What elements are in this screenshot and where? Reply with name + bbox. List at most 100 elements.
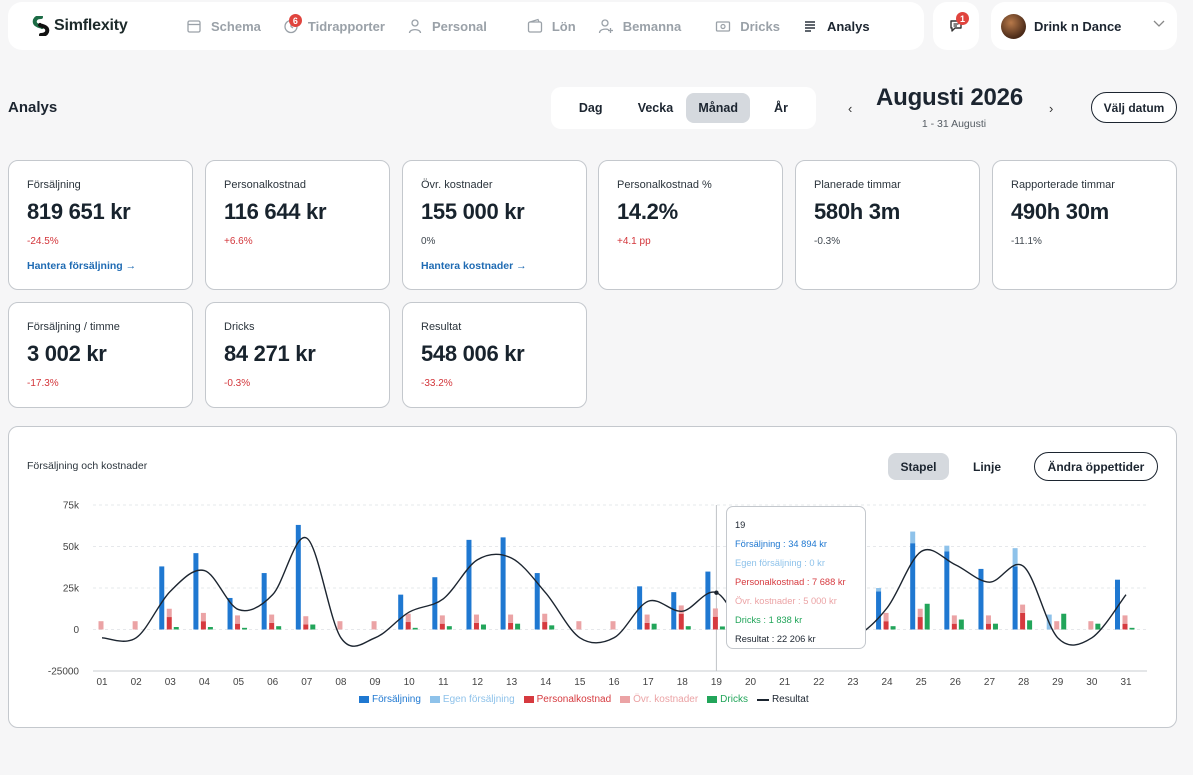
bar-ovr-kostnader (1054, 621, 1060, 630)
x-tick-label: 10 (404, 677, 416, 688)
legend-item[interactable]: Försäljning (359, 694, 421, 705)
kpi-delta: -0.3% (814, 236, 841, 247)
bar-dricks (446, 626, 452, 630)
bar-personalkostnad (269, 622, 275, 630)
nav-item-lön[interactable]: Lön (527, 2, 576, 50)
bar-dricks (480, 624, 486, 630)
chart-plot[interactable]: 75k 50k 25k 0 -25000 01 02 03 04 05 06 07 08 09 10 11 12… (9, 427, 1178, 729)
legend-swatch (756, 698, 769, 701)
x-tick-label: 03 (165, 677, 177, 688)
x-tick-label: 23 (847, 677, 859, 688)
kpi-value: 14.2% (617, 199, 678, 224)
bar-personalkostnad (712, 616, 718, 630)
bar-dricks (1095, 623, 1101, 630)
x-tick-label: 26 (950, 677, 962, 688)
bar-personalkostnad (883, 621, 889, 630)
bar-dricks (1061, 613, 1067, 630)
venue-name: Drink n Dance (1034, 18, 1122, 34)
x-tick-label: 19 (711, 677, 723, 688)
nav-item-bemanna[interactable]: Bemanna (598, 2, 681, 50)
cash-icon (715, 18, 731, 34)
bar-dricks (924, 603, 930, 630)
bar-dricks (651, 623, 657, 630)
period-tab-år[interactable]: År (774, 101, 788, 115)
kpi-delta: -33.2% (421, 378, 453, 389)
bar-ovr-kostnader (132, 621, 138, 630)
bar-ovr-kostnader (269, 614, 275, 623)
bar-dricks (310, 624, 316, 630)
bar-forsaljning (705, 571, 711, 630)
bar-ovr-kostnader (337, 621, 343, 630)
bar-forsaljning (159, 566, 165, 630)
nav-item-tidrapporter[interactable]: 6 Tidrapporter (283, 2, 385, 50)
nav-item-dricks[interactable]: Dricks (715, 2, 780, 50)
nav-item-analys[interactable]: Analys (802, 2, 870, 50)
x-tick-label: 29 (1052, 677, 1064, 688)
bar-ovr-kostnader (712, 608, 718, 617)
bar-ovr-kostnader (917, 608, 923, 618)
bar-dricks (1027, 620, 1033, 630)
legend-item[interactable]: Resultat (756, 694, 809, 705)
x-tick-label: 09 (370, 677, 382, 688)
kpi-delta: -0.3% (224, 378, 251, 389)
bar-dricks (719, 626, 725, 630)
kpi-value: 116 644 kr (224, 199, 327, 224)
nav-item-schema[interactable]: Schema (186, 2, 261, 50)
legend-label: Övr. kostnader (633, 694, 699, 705)
brand-name: Simflexity (54, 17, 128, 34)
bar-personalkostnad (303, 624, 309, 630)
bar-personalkostnad (405, 622, 411, 630)
period-tab-vecka[interactable]: Vecka (637, 101, 674, 115)
x-tick-label: 24 (882, 677, 894, 688)
chart-type-line-tab[interactable]: Linje (972, 459, 1001, 474)
y-tick-label: 75k (63, 501, 80, 512)
change-hours-button[interactable]: Ändra öppettider (1034, 452, 1158, 481)
pick-date-button[interactable]: Välj datum (1091, 92, 1177, 123)
bar-dricks (685, 626, 691, 630)
legend-item[interactable]: Övr. kostnader (620, 694, 698, 705)
kpi-value: 580h 3m (814, 199, 900, 224)
bar-personalkostnad (917, 617, 923, 630)
bar-ovr-kostnader (439, 615, 445, 624)
legend-item[interactable]: Dricks (707, 694, 748, 705)
legend-item[interactable]: Egen försäljning (429, 694, 515, 705)
x-tick-label: 21 (779, 677, 791, 688)
bar-forsaljning (193, 553, 199, 630)
kpi-link[interactable]: Hantera kostnader → (421, 260, 527, 272)
period-tab-månad[interactable]: Månad (686, 93, 751, 123)
bar-egen-forsaljning (1012, 548, 1018, 567)
bar-ovr-kostnader (508, 614, 514, 623)
top-nav: Simflexity Schema 6 Tidrapporter Personal Lö… (8, 2, 924, 50)
legend-swatch (359, 696, 369, 703)
bar-dricks (549, 625, 555, 630)
tooltip-line: Egen försäljning : 0 kr (735, 558, 825, 568)
bar-ovr-kostnader (303, 616, 309, 625)
y-tick-label: 0 (73, 625, 79, 636)
legend-label: Personalkostnad (536, 694, 612, 705)
x-tick-label: 18 (677, 677, 689, 688)
bar-personalkostnad (644, 622, 650, 630)
tooltip-line: Resultat : 22 206 kr (735, 634, 816, 644)
bar-personalkostnad (473, 622, 479, 630)
kpi-link[interactable]: Hantera försäljning → (27, 260, 137, 272)
tooltip-line: Övr. kostnader : 5 000 kr (735, 596, 837, 606)
legend-item[interactable]: Personalkostnad (523, 694, 612, 705)
nav-item-personal[interactable]: Personal (407, 2, 487, 50)
bar-forsaljning (944, 551, 950, 630)
bar-personalkostnad (951, 623, 957, 630)
previous-month-icon[interactable]: ‹ (848, 101, 853, 116)
x-tick-label: 15 (574, 677, 586, 688)
notifications-button[interactable]: 1 (933, 2, 979, 50)
x-tick-label: 14 (540, 677, 552, 688)
brand-logo[interactable]: Simflexity (32, 16, 182, 36)
chart-type-bar-tab[interactable]: Stapel (888, 453, 949, 480)
bar-ovr-kostnader (951, 615, 957, 624)
bar-dricks (992, 623, 998, 630)
venue-selector[interactable]: Drink n Dance (991, 2, 1177, 50)
period-tab-dag[interactable]: Dag (578, 101, 603, 115)
next-month-icon[interactable]: › (1049, 101, 1054, 116)
kpi-card: Försäljning 819 651 kr -24.5% Hantera försä… (8, 160, 193, 290)
bar-dricks (412, 627, 418, 630)
bar-ovr-kostnader (200, 612, 206, 622)
bar-ovr-kostnader (473, 614, 479, 623)
